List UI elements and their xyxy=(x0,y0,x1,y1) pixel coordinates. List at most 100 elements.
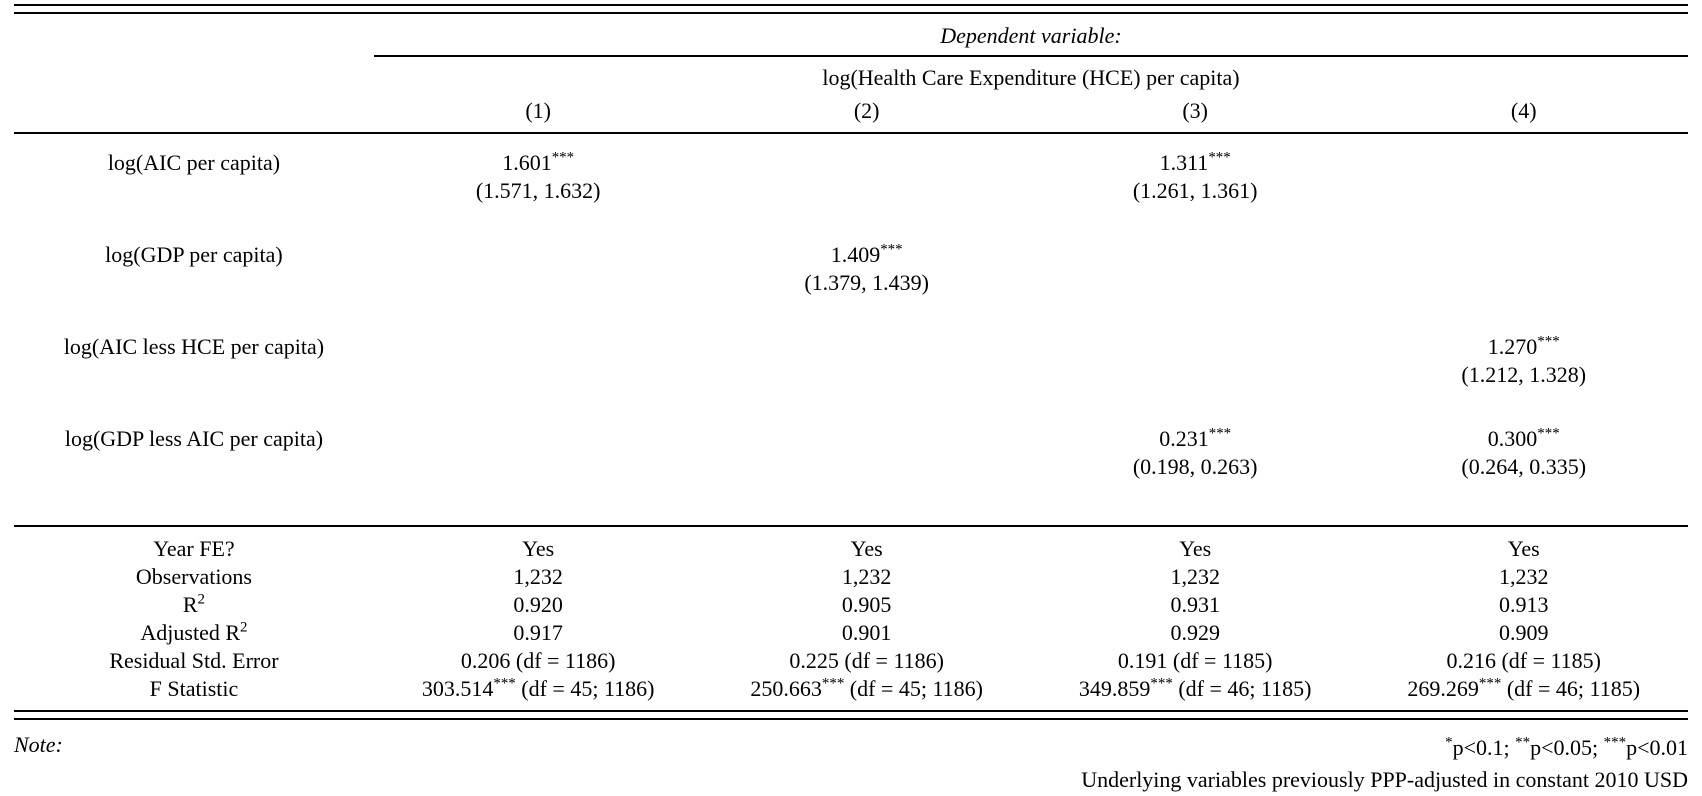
coef-ci xyxy=(1359,269,1688,318)
stat-value: 1,232 xyxy=(513,564,563,589)
coef-estimate: 0.231*** xyxy=(1159,425,1232,451)
column-number-1: (1) xyxy=(525,98,551,123)
bottom-rule-row xyxy=(14,703,1688,720)
stat-value: Yes xyxy=(1507,536,1540,561)
empty-cell xyxy=(14,177,374,226)
stat-value: 349.859*** (df = 46; 1185) xyxy=(1078,675,1312,701)
stat-label: Observations xyxy=(135,564,252,589)
stat-value: 0.917 xyxy=(513,620,563,645)
stat-value: 0.920 xyxy=(513,592,563,617)
coef-ci xyxy=(374,361,703,410)
empty-cell xyxy=(14,269,374,318)
column-numbers-row: (1) (2) (3) (4) xyxy=(14,92,1688,132)
header-rule-row xyxy=(14,132,1688,134)
significance-legend: *p<0.1; **p<0.05; ***p<0.01 xyxy=(1445,734,1688,760)
coef-ci: (1.261, 1.361) xyxy=(1132,178,1258,203)
stat-value: 0.216 (df = 1185) xyxy=(1446,648,1602,673)
coef-estimate xyxy=(374,410,703,453)
coef-estimate xyxy=(1031,318,1360,361)
empty-cell xyxy=(14,453,374,525)
coef-estimate xyxy=(702,318,1031,361)
empty-cell xyxy=(14,361,374,410)
bottom-double-rule xyxy=(14,710,1688,720)
stat-label: Year FE? xyxy=(153,536,235,561)
coef-row-aic-estimate: log(AIC per capita) 1.601*** 1.311*** xyxy=(14,134,1688,177)
coef-ci xyxy=(702,453,1031,525)
stat-value: 250.663*** (df = 45; 1186) xyxy=(750,675,983,701)
stat-row-r2: R2 0.920 0.905 0.931 0.913 xyxy=(14,591,1688,619)
stat-label: Adjusted R2 xyxy=(140,619,248,645)
stat-value: Yes xyxy=(522,536,555,561)
stat-label: R2 xyxy=(182,591,206,617)
note-area: Note: *p<0.1; **p<0.05; ***p<0.01 Underl… xyxy=(14,732,1688,796)
stat-value: 0.225 (df = 1186) xyxy=(789,648,944,673)
coef-row-aic-less-hce-ci: (1.212, 1.328) xyxy=(14,361,1688,410)
stat-value: 1,232 xyxy=(1170,564,1220,589)
coef-ci xyxy=(374,269,703,318)
coef-row-gdp-ci: (1.379, 1.439) xyxy=(14,269,1688,318)
coef-ci xyxy=(702,177,1031,226)
header-rule xyxy=(14,132,1688,134)
coef-ci xyxy=(1359,177,1688,226)
stat-value: 0.905 xyxy=(841,592,892,617)
coef-estimate xyxy=(702,410,1031,453)
coef-estimate: 1.311*** xyxy=(1159,149,1231,175)
column-number-2: (2) xyxy=(853,98,880,123)
coef-estimate xyxy=(374,226,703,269)
coef-row-aic-less-hce-estimate: log(AIC less HCE per capita) 1.270*** xyxy=(14,318,1688,361)
coef-row-gdp-estimate: log(GDP per capita) 1.409*** xyxy=(14,226,1688,269)
coef-estimate: 1.270*** xyxy=(1487,333,1560,359)
coef-ci: (0.198, 0.263) xyxy=(1132,454,1258,479)
stat-value: 1,232 xyxy=(841,564,892,589)
stat-row-observations: Observations 1,232 1,232 1,232 1,232 xyxy=(14,563,1688,591)
stat-value: 0.931 xyxy=(1170,592,1220,617)
stat-value: 303.514*** (df = 45; 1186) xyxy=(421,675,655,701)
stat-value: 0.901 xyxy=(841,620,892,645)
coef-ci: (1.212, 1.328) xyxy=(1461,362,1587,387)
coef-ci xyxy=(374,453,703,525)
coef-row-aic-ci: (1.571, 1.632) (1.261, 1.361) xyxy=(14,177,1688,226)
coef-label: log(AIC less HCE per capita) xyxy=(63,334,325,359)
stat-value: Yes xyxy=(1179,536,1212,561)
stat-label: Residual Std. Error xyxy=(109,648,279,673)
stat-value: 0.206 (df = 1186) xyxy=(460,648,616,673)
empty-cell xyxy=(14,14,374,56)
stat-value: Yes xyxy=(850,536,883,561)
mid-rule-row xyxy=(14,525,1688,527)
empty-cell xyxy=(14,56,374,92)
stat-value: 269.269*** (df = 46; 1185) xyxy=(1407,675,1641,701)
top-double-rule xyxy=(14,4,1688,14)
stat-row-adjusted-r2: Adjusted R2 0.917 0.901 0.929 0.909 xyxy=(14,619,1688,647)
dependent-variable-row: Dependent variable: xyxy=(14,14,1688,57)
stat-label: F Statistic xyxy=(149,676,239,701)
coef-ci xyxy=(1031,269,1360,318)
coef-ci: (1.379, 1.439) xyxy=(804,270,929,295)
ppp-footnote: Underlying variables previously PPP-adju… xyxy=(1081,767,1688,792)
coef-label: log(AIC per capita) xyxy=(107,150,281,175)
dependent-variable-label: Dependent variable: xyxy=(373,14,1688,57)
coef-ci xyxy=(702,361,1031,410)
coef-estimate xyxy=(1359,134,1688,177)
coef-label: log(GDP less AIC per capita) xyxy=(64,426,324,451)
stat-row-residual-std-error: Residual Std. Error 0.206 (df = 1186) 0.… xyxy=(14,647,1688,675)
coef-estimate: 1.409*** xyxy=(830,241,903,267)
coef-estimate: 0.300*** xyxy=(1487,425,1560,451)
stat-value: 0.909 xyxy=(1498,620,1549,645)
empty-cell xyxy=(14,92,374,132)
note-label: Note: xyxy=(14,732,63,757)
stat-value: 0.929 xyxy=(1170,620,1220,645)
stat-row-year-fe: Year FE? Yes Yes Yes Yes xyxy=(14,527,1688,563)
coef-ci: (0.264, 0.335) xyxy=(1461,454,1587,479)
stat-value: 0.913 xyxy=(1498,592,1549,617)
column-number-4: (4) xyxy=(1510,98,1537,123)
coef-label: log(GDP per capita) xyxy=(105,242,283,267)
stat-row-f-statistic: F Statistic 303.514*** (df = 45; 1186) 2… xyxy=(14,675,1688,703)
column-number-3: (3) xyxy=(1182,98,1209,123)
stat-value: 0.191 (df = 1185) xyxy=(1117,648,1273,673)
dependent-variable-name-row: log(Health Care Expenditure (HCE) per ca… xyxy=(14,56,1688,92)
coef-estimate xyxy=(374,318,703,361)
coef-estimate xyxy=(1359,226,1688,269)
coef-estimate xyxy=(702,134,1031,177)
coef-row-gdp-less-aic-ci: (0.198, 0.263) (0.264, 0.335) xyxy=(14,453,1688,525)
